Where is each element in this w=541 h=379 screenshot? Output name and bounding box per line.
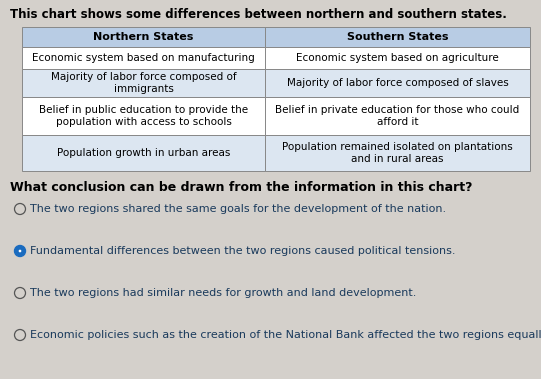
Text: Fundamental differences between the two regions caused political tensions.: Fundamental differences between the two … <box>30 246 456 256</box>
Text: Economic system based on agriculture: Economic system based on agriculture <box>296 53 499 63</box>
Text: Belief in private education for those who could
afford it: Belief in private education for those wh… <box>275 105 519 127</box>
Bar <box>265 69 530 97</box>
Text: This chart shows some differences between northern and southern states.: This chart shows some differences betwee… <box>10 8 507 21</box>
Bar <box>265 27 530 47</box>
Text: What conclusion can be drawn from the information in this chart?: What conclusion can be drawn from the in… <box>10 181 472 194</box>
Circle shape <box>18 250 21 252</box>
Bar <box>22 47 265 69</box>
Text: Population remained isolated on plantations
and in rural areas: Population remained isolated on plantati… <box>282 142 513 164</box>
Bar <box>22 69 265 97</box>
Bar <box>22 97 265 135</box>
Bar <box>265 97 530 135</box>
Text: The two regions shared the same goals for the development of the nation.: The two regions shared the same goals fo… <box>30 204 447 214</box>
Text: Population growth in urban areas: Population growth in urban areas <box>57 148 230 158</box>
Bar <box>22 27 265 47</box>
Text: Economic system based on manufacturing: Economic system based on manufacturing <box>32 53 255 63</box>
Circle shape <box>15 246 25 257</box>
Text: Belief in public education to provide the
population with access to schools: Belief in public education to provide th… <box>39 105 248 127</box>
Text: Economic policies such as the creation of the National Bank affected the two reg: Economic policies such as the creation o… <box>30 330 541 340</box>
Bar <box>265 135 530 171</box>
Bar <box>22 135 265 171</box>
Bar <box>265 47 530 69</box>
Text: Majority of labor force composed of slaves: Majority of labor force composed of slav… <box>287 78 509 88</box>
Text: Majority of labor force composed of
immigrants: Majority of labor force composed of immi… <box>51 72 236 94</box>
Text: Southern States: Southern States <box>347 32 448 42</box>
Text: The two regions had similar needs for growth and land development.: The two regions had similar needs for gr… <box>30 288 417 298</box>
Text: Northern States: Northern States <box>93 32 194 42</box>
